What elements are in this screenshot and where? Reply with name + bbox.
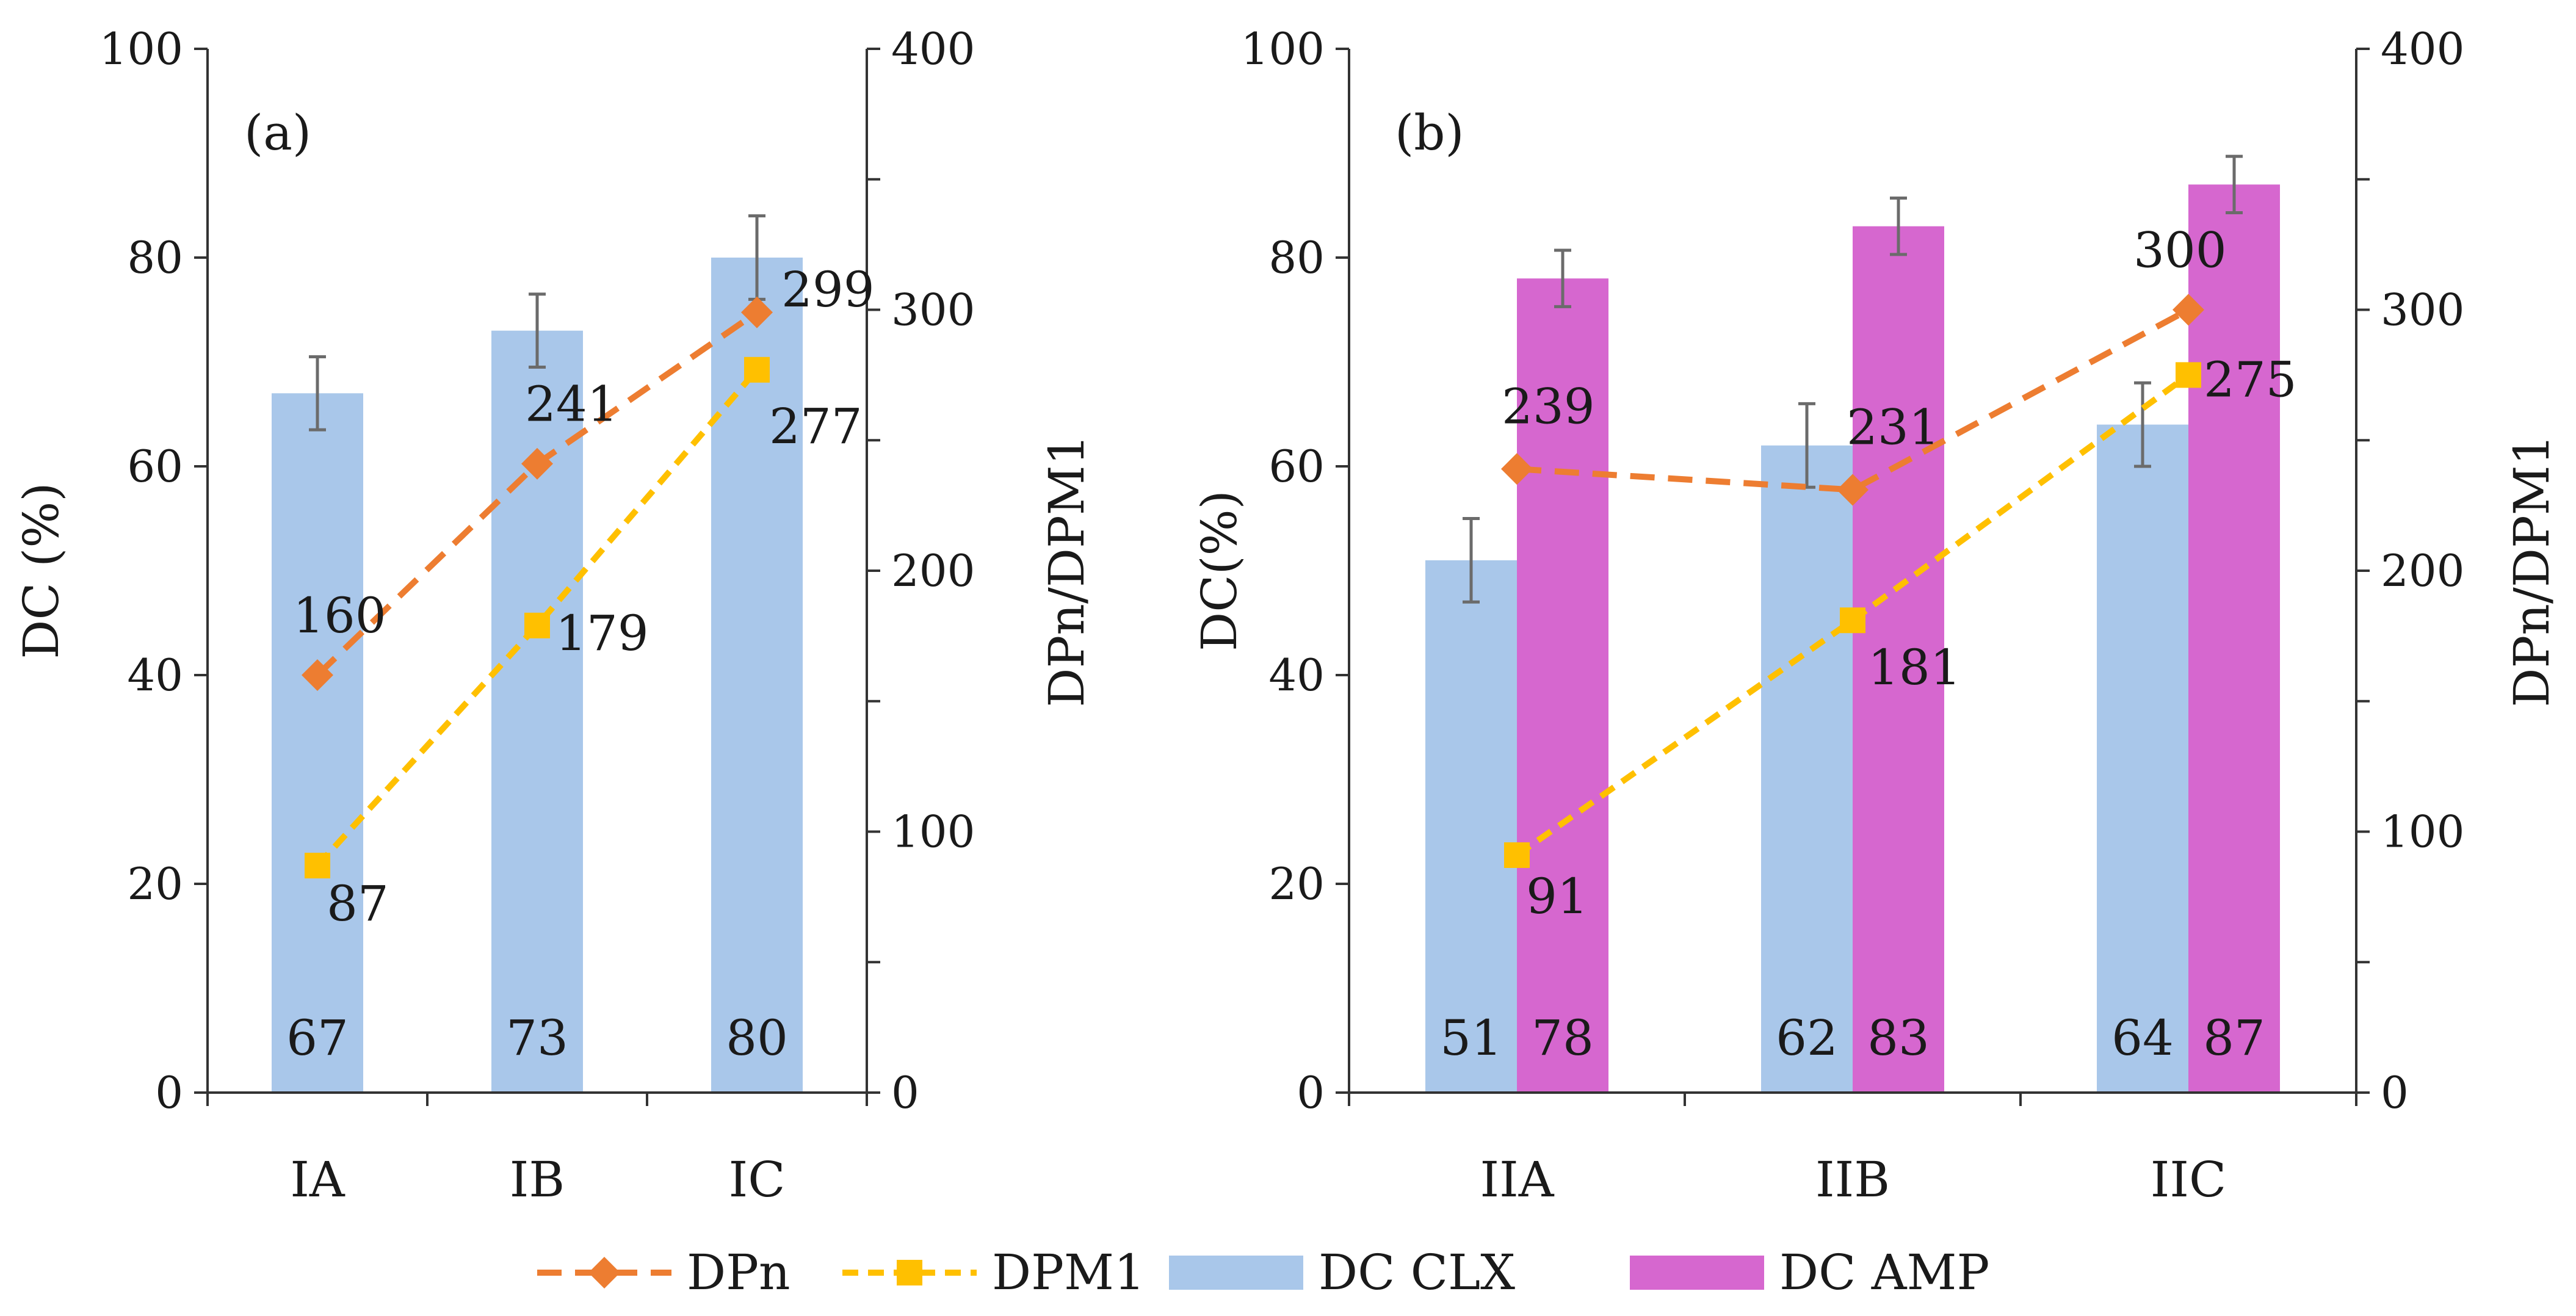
bar-value-label: 67 — [286, 1010, 349, 1066]
bar-value-label: 87 — [2203, 1010, 2265, 1066]
bar-value-label: 51 — [1440, 1010, 1502, 1066]
dpm1-marker — [1840, 607, 1865, 634]
dpn-point-label: 299 — [781, 261, 875, 318]
x-category-label: IA — [290, 1151, 346, 1208]
bar-value-label: 80 — [726, 1010, 788, 1066]
legend-dpm1-marker — [897, 1260, 922, 1285]
legend-label: DC CLX — [1319, 1244, 1515, 1301]
x-category-label: IB — [510, 1151, 565, 1208]
bar-dc-amp-iib — [1853, 226, 1944, 1093]
dpm1-marker — [2176, 362, 2201, 388]
dpn-point-label: 239 — [1502, 378, 1595, 435]
x-category-label: IIC — [2151, 1151, 2226, 1208]
legend-dc-clx-swatch — [1169, 1256, 1303, 1290]
panel-label: (b) — [1395, 104, 1464, 161]
y-tick-label: 100 — [1241, 23, 1325, 74]
legend-dpn-marker — [588, 1257, 620, 1289]
legend-dc-amp-swatch — [1630, 1256, 1764, 1290]
y2-tick-label: 400 — [891, 23, 975, 74]
y2-tick-label: 100 — [891, 806, 975, 858]
y2-tick-label: 300 — [2381, 284, 2464, 336]
dpn-point-label: 160 — [293, 587, 386, 644]
y2-tick-label: 0 — [891, 1067, 919, 1118]
dpn-point-label: 300 — [2133, 222, 2227, 279]
panel-a-chart: 67 73 80 0 20 40 60 80 100 0 100 200 300 400 IA IB IC DC … — [13, 23, 1095, 1208]
bar-dc-clx-iib — [1761, 445, 1853, 1093]
bar-dc-clx-ia — [272, 393, 363, 1093]
dpm1-point-label: 87 — [327, 875, 389, 932]
bar-dc-amp-iic — [2188, 184, 2280, 1093]
legend-label: DPM1 — [992, 1244, 1145, 1301]
dpm1-line — [1515, 372, 2190, 858]
dpm1-point-label: 181 — [1868, 639, 1961, 696]
dpn-line — [1516, 307, 2190, 493]
dpn-marker — [1501, 453, 1533, 485]
panel-b-chart: 51 78 62 83 64 87 0 20 40 60 80 100 0 100 200 300 400 IIA… — [1191, 23, 2560, 1208]
y-tick-label: 80 — [1268, 232, 1325, 283]
dpn-marker — [1837, 474, 1869, 506]
dpn-point-label: 241 — [525, 376, 618, 433]
bar-value-label: 73 — [506, 1010, 568, 1066]
y-tick-label: 60 — [127, 441, 183, 492]
y-tick-label: 60 — [1268, 441, 1325, 492]
dpm1-point-label: 179 — [555, 605, 649, 662]
x-category-label: IIA — [1480, 1151, 1555, 1208]
bar-value-label: 78 — [1532, 1010, 1594, 1066]
dpm1-marker — [744, 356, 770, 383]
x-category-label: IC — [729, 1151, 786, 1208]
y-tick-label: 100 — [99, 23, 183, 74]
dpm1-marker — [305, 853, 330, 879]
y2-axis-title: DPn/DPM1 — [1038, 434, 1095, 707]
y-tick-label: 0 — [155, 1067, 183, 1118]
y-axis-title: DC(%) — [1191, 490, 1248, 651]
legend-label: DC AMP — [1779, 1244, 1989, 1301]
y2-tick-label: 0 — [2381, 1067, 2409, 1118]
dpm1-marker — [1504, 842, 1530, 868]
y-tick-label: 40 — [127, 649, 183, 701]
y2-tick-label: 100 — [2381, 806, 2464, 858]
y2-tick-label: 400 — [2381, 23, 2464, 74]
dpn-point-label: 231 — [1847, 399, 1940, 455]
dpm1-point-label: 275 — [2204, 351, 2297, 408]
x-category-label: IIB — [1815, 1151, 1890, 1208]
y2-tick-label: 300 — [891, 284, 975, 336]
y2-tick-label: 200 — [891, 545, 975, 596]
dpm1-marker — [524, 612, 550, 638]
y2-tick-label: 200 — [2381, 545, 2464, 596]
y-tick-label: 20 — [127, 858, 183, 909]
panel-label: (a) — [244, 104, 311, 161]
y-axis-title: DC (%) — [13, 482, 70, 659]
bar-value-label: 83 — [1867, 1010, 1930, 1066]
dpm1-point-label: 277 — [769, 398, 863, 455]
y-tick-label: 80 — [127, 232, 183, 283]
dpm1-point-label: 91 — [1526, 868, 1588, 925]
bar-dc-clx-iic — [2097, 424, 2188, 1093]
y-tick-label: 40 — [1268, 649, 1325, 701]
dpn-marker — [2173, 294, 2204, 326]
legend: DPn DPM1 DC CLX DC AMP — [537, 1244, 1989, 1301]
dpn-marker — [741, 296, 773, 328]
bar-dc-amp-iia — [1517, 278, 1608, 1093]
bar-dc-clx-iia — [1425, 560, 1517, 1093]
y-tick-label: 0 — [1297, 1067, 1325, 1118]
y-tick-label: 20 — [1268, 858, 1325, 909]
legend-label: DPn — [687, 1244, 791, 1301]
dpn-marker — [521, 447, 553, 480]
bar-value-label: 64 — [2111, 1010, 2174, 1066]
bar-value-label: 62 — [1776, 1010, 1838, 1066]
y2-axis-title: DPn/DPM1 — [2503, 434, 2560, 707]
dpn-marker — [302, 659, 333, 691]
bar-dc-clx-ic — [711, 258, 803, 1093]
dpm1-line — [315, 367, 759, 868]
